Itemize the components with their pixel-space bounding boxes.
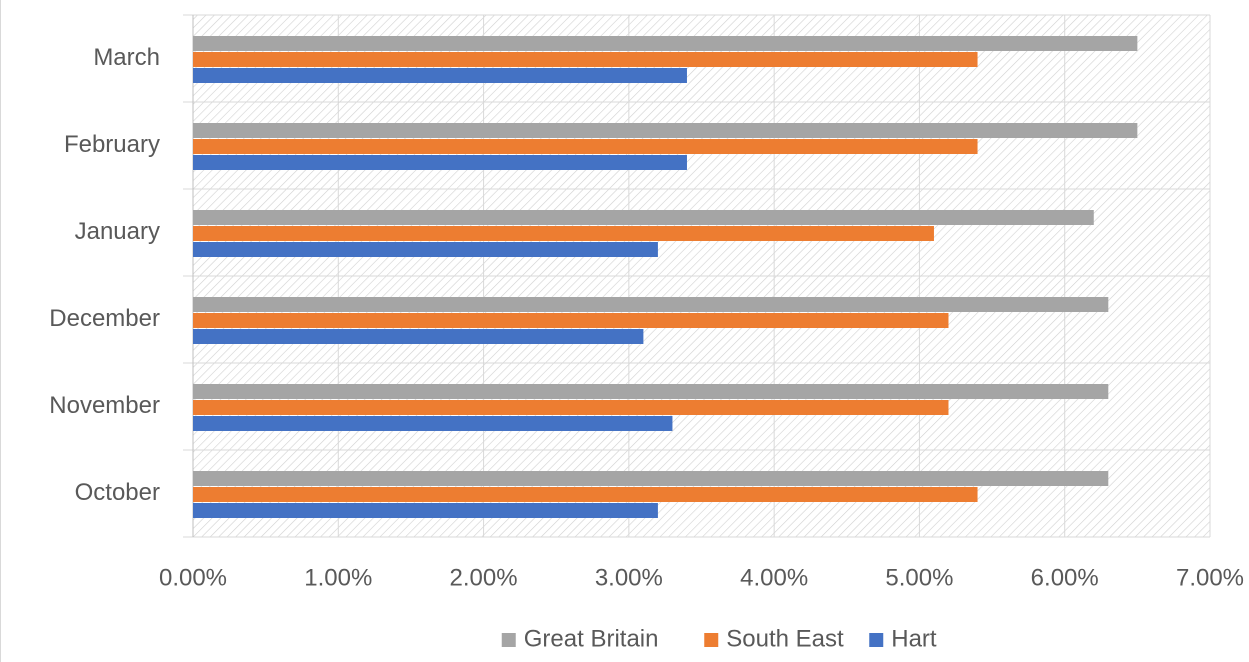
x-tick-label: 6.00% [1031, 564, 1099, 591]
bar [193, 400, 949, 415]
bar [193, 329, 644, 344]
bar [193, 210, 1094, 225]
bar [193, 36, 1138, 51]
bar [193, 313, 949, 328]
y-tick-label: October [75, 479, 160, 506]
bar [193, 416, 673, 431]
x-tick-label: 4.00% [740, 564, 808, 591]
legend-label: Great Britain [524, 625, 659, 652]
x-tick-label: 3.00% [595, 564, 663, 591]
legend-label: Hart [891, 625, 937, 652]
y-tick-label: January [75, 218, 160, 245]
bar [193, 155, 687, 170]
y-tick-label: March [93, 44, 160, 71]
y-tick-label: December [49, 305, 160, 332]
bar [193, 297, 1109, 312]
bar [193, 471, 1109, 486]
legend-swatch [869, 633, 884, 647]
y-tick-label: February [64, 131, 160, 158]
bar [193, 68, 687, 83]
x-tick-label: 0.00% [159, 564, 227, 591]
bar [193, 226, 934, 241]
x-tick-label: 5.00% [885, 564, 953, 591]
bar [193, 52, 978, 67]
x-tick-label: 7.00% [1176, 564, 1244, 591]
bar [193, 384, 1109, 399]
bar [193, 139, 978, 154]
x-tick-label: 1.00% [304, 564, 372, 591]
legend-label: South East [726, 625, 844, 652]
x-tick-label: 2.00% [450, 564, 518, 591]
legend-swatch [704, 633, 719, 647]
bar [193, 503, 658, 518]
bar [193, 487, 978, 502]
bar [193, 242, 658, 257]
legend-swatch [501, 633, 516, 647]
bar [193, 123, 1138, 138]
y-tick-label: November [49, 392, 160, 419]
